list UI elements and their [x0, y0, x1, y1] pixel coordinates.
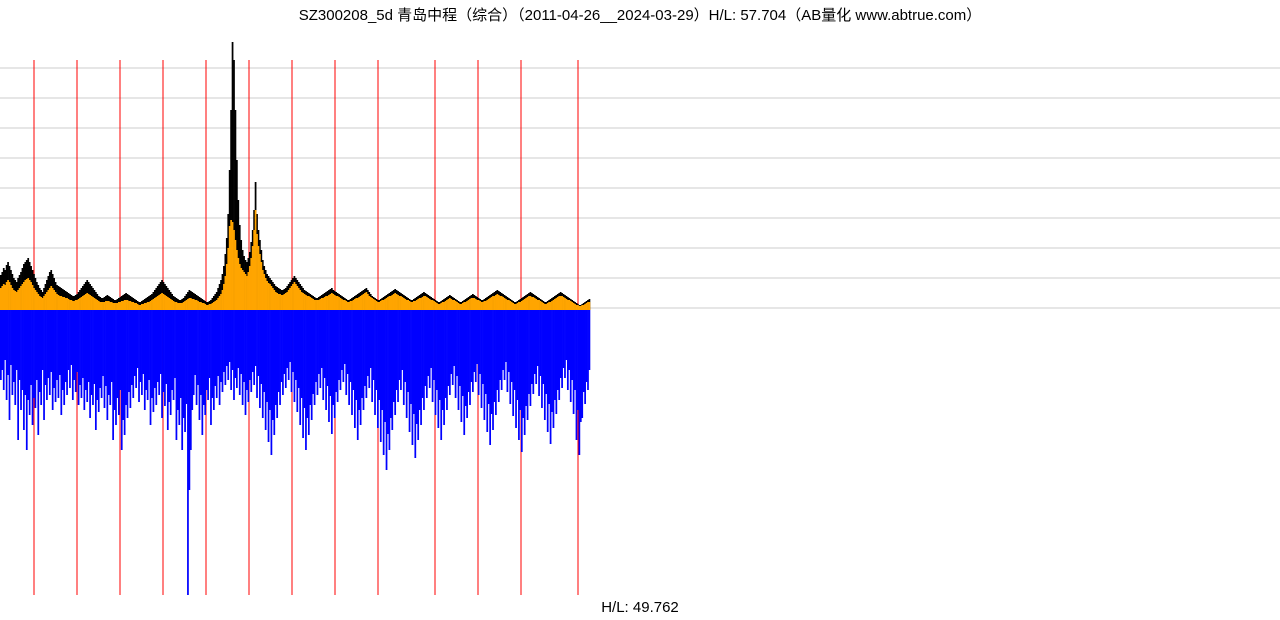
- chart-title: SZ300208_5d 青岛中程（综合）（2011-04-26__2024-03…: [0, 4, 1280, 25]
- chart-footer: H/L: 49.762: [0, 599, 1280, 616]
- chart-canvas: [0, 30, 1280, 595]
